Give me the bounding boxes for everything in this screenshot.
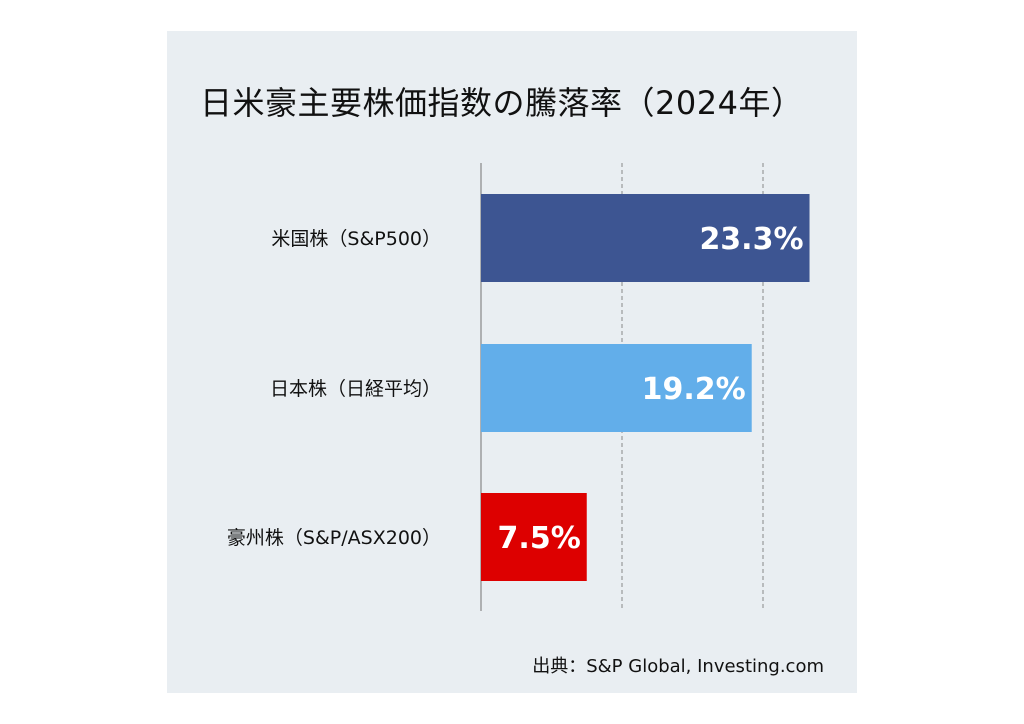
data-label-2: 7.5% bbox=[498, 521, 581, 556]
source-note: 出典：S&P Global, Investing.com bbox=[532, 656, 824, 677]
bar-0 bbox=[481, 194, 810, 282]
category-label-1: 日本株（日経平均） bbox=[270, 378, 441, 400]
bar-1 bbox=[481, 344, 752, 432]
category-label-2: 豪州株（S&P/ASX200） bbox=[227, 527, 441, 549]
data-label-1: 19.2% bbox=[642, 372, 746, 407]
data-label-0: 23.3% bbox=[699, 222, 803, 257]
category-label-0: 米国株（S&P500） bbox=[271, 228, 441, 250]
chart-title: 日米豪主要株価指数の騰落率（2024年） bbox=[200, 84, 804, 122]
bar-2 bbox=[481, 493, 587, 581]
